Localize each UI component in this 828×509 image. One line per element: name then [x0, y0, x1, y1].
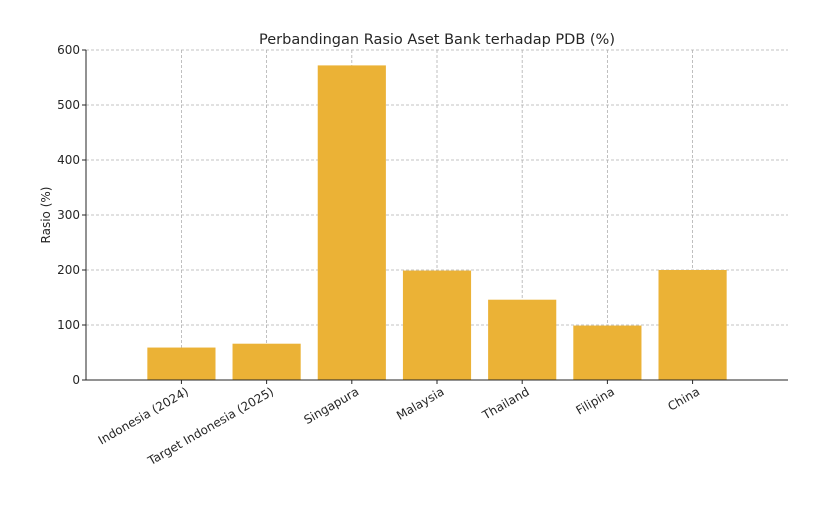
x-tick-label: Malaysia [394, 384, 446, 422]
y-tick-label: 400 [57, 153, 80, 167]
y-ticks-layer: 0 100 200 300 400 500 600 [57, 43, 86, 387]
y-tick-label: 300 [57, 208, 80, 222]
x-ticks-layer: Indonesia (2024)Target Indonesia (2025) S… [96, 380, 702, 468]
bar [573, 325, 642, 380]
chart-title: Perbandingan Rasio Aset Bank terhadap PD… [259, 32, 615, 48]
bar [317, 65, 386, 381]
bar [658, 270, 727, 380]
x-tick-label: Singapura [301, 384, 361, 427]
x-tick-label: Filipina [574, 384, 617, 417]
bar [488, 299, 557, 380]
bars-layer [147, 65, 727, 381]
y-tick-label: 500 [57, 98, 80, 112]
bar [232, 343, 301, 380]
y-axis-label: Rasio (%) [39, 187, 53, 244]
bar [147, 347, 216, 380]
y-tick-label: 0 [72, 373, 80, 387]
y-tick-label: 600 [57, 43, 80, 57]
x-tick-label: Thailand [479, 384, 532, 422]
bar [402, 270, 472, 380]
y-tick-label: 100 [57, 318, 80, 332]
x-tick-label: China [665, 384, 702, 413]
y-tick-label: 200 [57, 263, 80, 277]
